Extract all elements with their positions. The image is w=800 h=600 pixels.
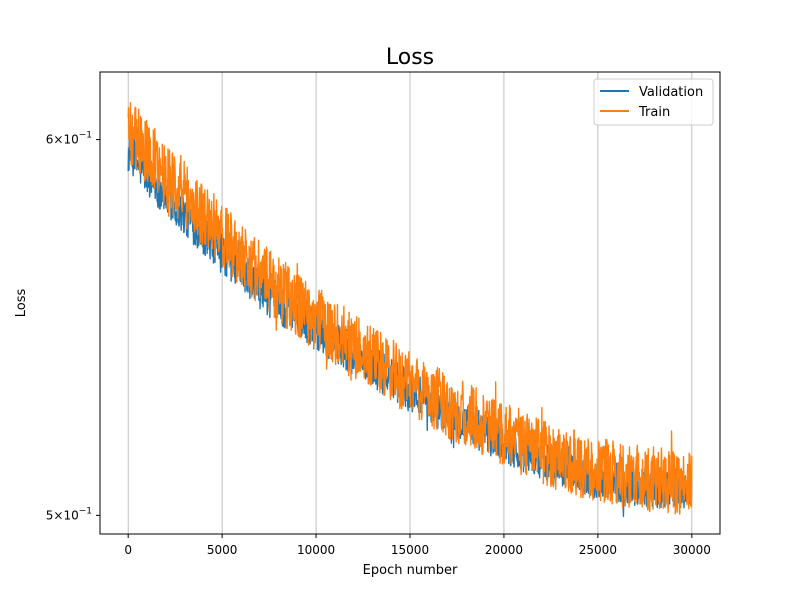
x-tick-label: 5000: [207, 543, 238, 557]
x-tick-label: 25000: [579, 543, 617, 557]
legend: Validation Train: [593, 78, 714, 126]
series-lines: [127, 102, 693, 518]
y-axis-label: Loss: [14, 289, 29, 318]
series-line-train: [127, 102, 693, 515]
x-tick-label: 15000: [391, 543, 429, 557]
legend-label-validation: Validation: [639, 85, 703, 100]
chart-title: Loss: [386, 45, 434, 70]
legend-label-train: Train: [638, 105, 670, 120]
y-tick-label: 5×10−1: [46, 506, 92, 522]
x-axis-label: Epoch number: [363, 563, 458, 578]
x-tick-label: 0: [124, 543, 132, 557]
x-tick-label: 10000: [297, 543, 335, 557]
y-tick-label: 6×10−1: [46, 131, 92, 147]
y-axis-ticks: 5×10−1 6×10−1: [46, 131, 100, 522]
x-tick-label: 20000: [485, 543, 523, 557]
x-axis-ticks: 0 5000 10000 15000 20000 25000 30000: [124, 534, 711, 557]
x-tick-label: 30000: [673, 543, 711, 557]
